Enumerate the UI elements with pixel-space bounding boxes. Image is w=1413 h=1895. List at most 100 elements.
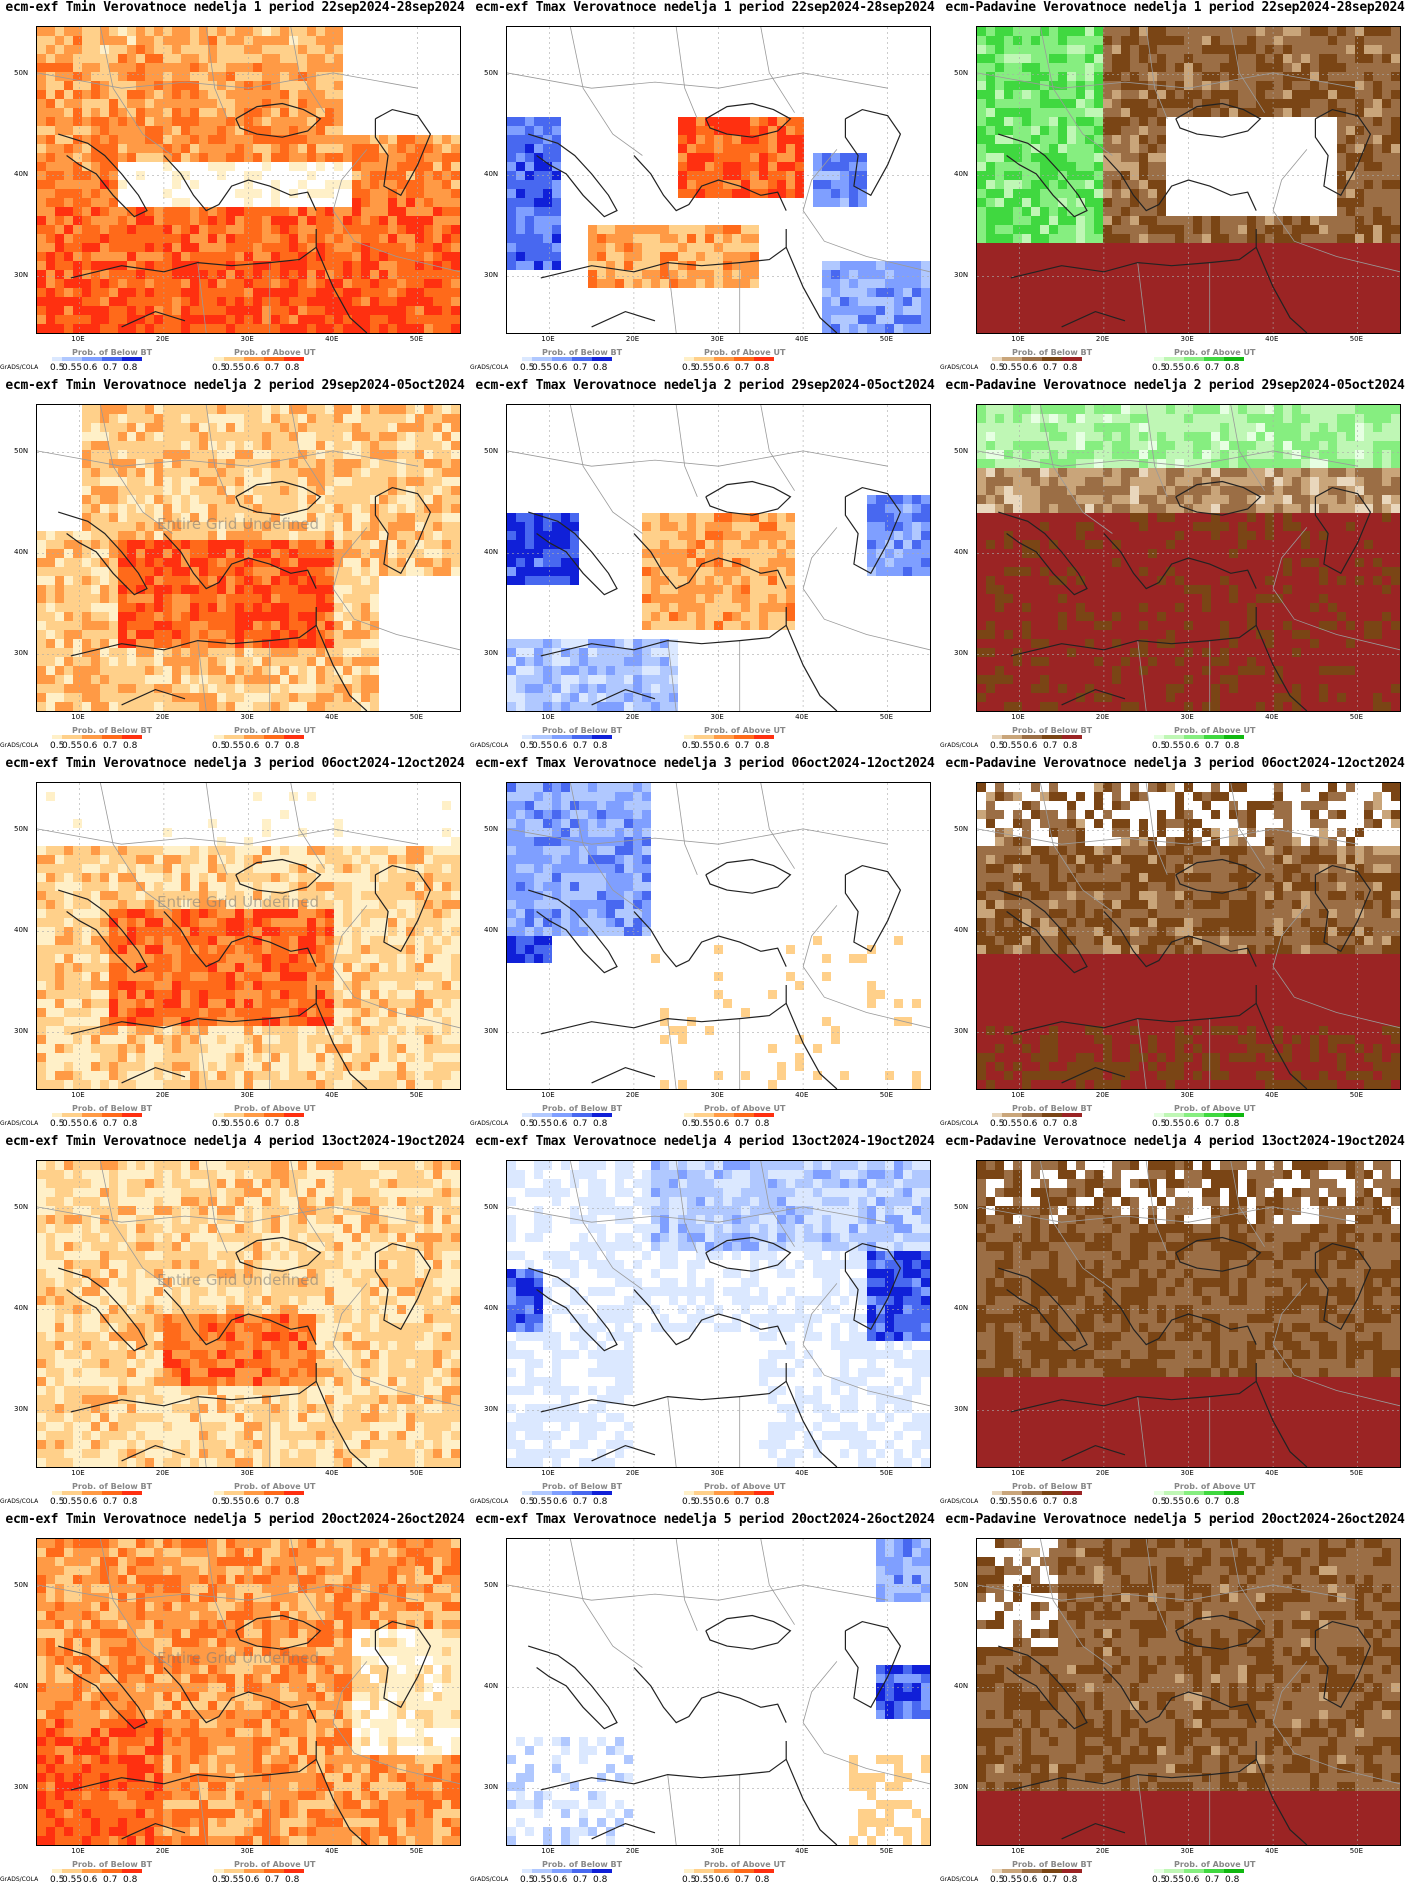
colorbar-tick-label: 0.8 [123, 363, 138, 373]
latitude-label: 40N [484, 170, 499, 179]
longitude-label: 10E [541, 1091, 555, 1099]
longitude-label: 20E [155, 713, 170, 721]
longitude-label: 40E [795, 713, 809, 721]
longitude-label: 10E [541, 1847, 555, 1855]
legend-below-colorbar [992, 735, 1082, 739]
colorbar-tick-label: 0.6 [715, 1497, 730, 1507]
graticule [507, 1161, 930, 1467]
panel-title: ecm-exf Tmin Verovatnoce nedelja 1 perio… [5, 0, 465, 15]
colorbar-swatch [592, 735, 612, 739]
colorbar-swatch [694, 1869, 714, 1873]
colorbar-tick-label: 0.7 [1205, 1497, 1220, 1507]
colorbar-tick-label: 0.55 [1002, 1875, 1023, 1885]
colorbar-swatch [694, 357, 714, 361]
colorbar-tick-label: 0.5 [50, 741, 65, 751]
colorbar-swatch [552, 1869, 572, 1873]
colorbar-swatch [224, 1869, 244, 1873]
colorbar-tick-label: 0.8 [1063, 1497, 1078, 1507]
map-canvas [37, 783, 460, 1089]
probability-field [977, 27, 1400, 333]
latitude-label: 40N [484, 1682, 499, 1691]
colorbar-tick-label: 0.7 [735, 1119, 750, 1129]
longitude-label: 40E [325, 335, 339, 343]
legend-below-title: Prob. of Below BT [1012, 1104, 1093, 1113]
colorbar-swatch [552, 735, 572, 739]
longitude-label: 10E [1011, 1847, 1025, 1855]
colorbar-swatch [244, 1113, 264, 1117]
colorbar-tick-label: 0.5 [1152, 363, 1167, 373]
latitude-label: 50N [484, 825, 499, 834]
map-canvas [977, 1539, 1400, 1845]
legend-above-colorbar [1154, 1113, 1244, 1117]
colorbar-swatch [102, 735, 122, 739]
legend-below-colorbar [992, 1113, 1082, 1117]
colorbar-tick-label: 0.55 [1164, 741, 1185, 751]
map-canvas [37, 405, 460, 711]
longitude-label: 30E [1180, 1847, 1194, 1855]
map-frame: Entire Grid Undefined [36, 1538, 461, 1846]
colorbar-tick-label: 0.6 [553, 1875, 568, 1885]
latitude-label: 50N [954, 1203, 969, 1212]
colorbar-swatch [122, 1491, 142, 1495]
latitude-label: 40N [954, 170, 969, 179]
map-panel-tmax: ecm-exf Tmax Verovatnoce nedelja 5 perio… [470, 1512, 940, 1890]
colorbar-tick-label: 0.8 [755, 1875, 770, 1885]
legend-below-colorbar [522, 357, 612, 361]
undefined-grid-note: Entire Grid Undefined [157, 893, 320, 911]
map-canvas [507, 27, 930, 333]
colorbar-tick-label: 0.55 [62, 363, 83, 373]
country-borders [37, 1539, 460, 1845]
colorbar-tick-label: 0.55 [1002, 1119, 1023, 1129]
grads-credit: GrADS/COLA [0, 1498, 39, 1505]
colorbar-tick-label: 0.7 [1043, 741, 1058, 751]
colorbar-tick-label: 0.5 [990, 1875, 1005, 1885]
legend-above-title: Prob. of Above UT [234, 1482, 316, 1491]
colorbar-tick-label: 0.7 [103, 741, 118, 751]
legend-above-title: Prob. of Above UT [234, 1860, 316, 1869]
colorbar-swatch [1042, 357, 1062, 361]
colorbar-tick-label: 0.5 [50, 1497, 65, 1507]
longitude-label: 40E [325, 1847, 339, 1855]
colorbar-tick-label: 0.5 [212, 1497, 227, 1507]
country-borders [507, 783, 930, 1089]
colorbar-tick-label: 0.55 [532, 363, 553, 373]
colorbar-swatch [992, 357, 1002, 361]
colorbar-tick-label: 0.6 [83, 1119, 98, 1129]
longitude-label: 20E [1095, 1091, 1110, 1099]
colorbar-swatch [1224, 1113, 1244, 1117]
longitude-label: 40E [795, 335, 809, 343]
color-legend: GrADS/COLA Prob. of Below BT 0.5 0.55 0.6 0.7… [0, 1858, 470, 1888]
colorbar-tick-label: 0.5 [990, 741, 1005, 751]
legend-below-title: Prob. of Below BT [72, 1860, 153, 1869]
latitude-label: 50N [14, 1581, 29, 1590]
legend-above-title: Prob. of Above UT [1174, 348, 1256, 357]
colorbar-tick-label: 0.5 [212, 741, 227, 751]
colorbar-swatch [714, 735, 734, 739]
latitude-label: 30N [954, 649, 969, 658]
colorbar-tick-label: 0.7 [103, 363, 118, 373]
longitude-label: 50E [409, 1469, 424, 1477]
probability-field [37, 27, 460, 333]
legend-above-colorbar [1154, 1869, 1244, 1873]
map-frame [506, 782, 931, 1090]
legend-above-colorbar [1154, 357, 1244, 361]
coastlines [58, 1614, 432, 1845]
colorbar-tick-label: 0.7 [103, 1875, 118, 1885]
colorbar-tick-label: 0.5 [682, 363, 697, 373]
colorbar-swatch [1022, 735, 1042, 739]
grads-credit: GrADS/COLA [0, 364, 39, 371]
colorbar-swatch [532, 1869, 552, 1873]
latitude-label: 50N [14, 69, 29, 78]
colorbar-swatch [244, 735, 264, 739]
colorbar-swatch [264, 1113, 284, 1117]
longitude-label: 10E [541, 1469, 555, 1477]
coastlines [528, 1614, 902, 1845]
legend-above-colorbar [684, 1491, 774, 1495]
legend-below-title: Prob. of Below BT [72, 726, 153, 735]
latitude-label: 30N [484, 271, 499, 280]
longitude-label: 50E [879, 1469, 894, 1477]
colorbar-swatch [754, 1491, 774, 1495]
colorbar-swatch [992, 735, 1002, 739]
colorbar-tick-label: 0.7 [1043, 1875, 1058, 1885]
panel-title: ecm-exf Tmax Verovatnoce nedelja 5 perio… [475, 1512, 935, 1527]
